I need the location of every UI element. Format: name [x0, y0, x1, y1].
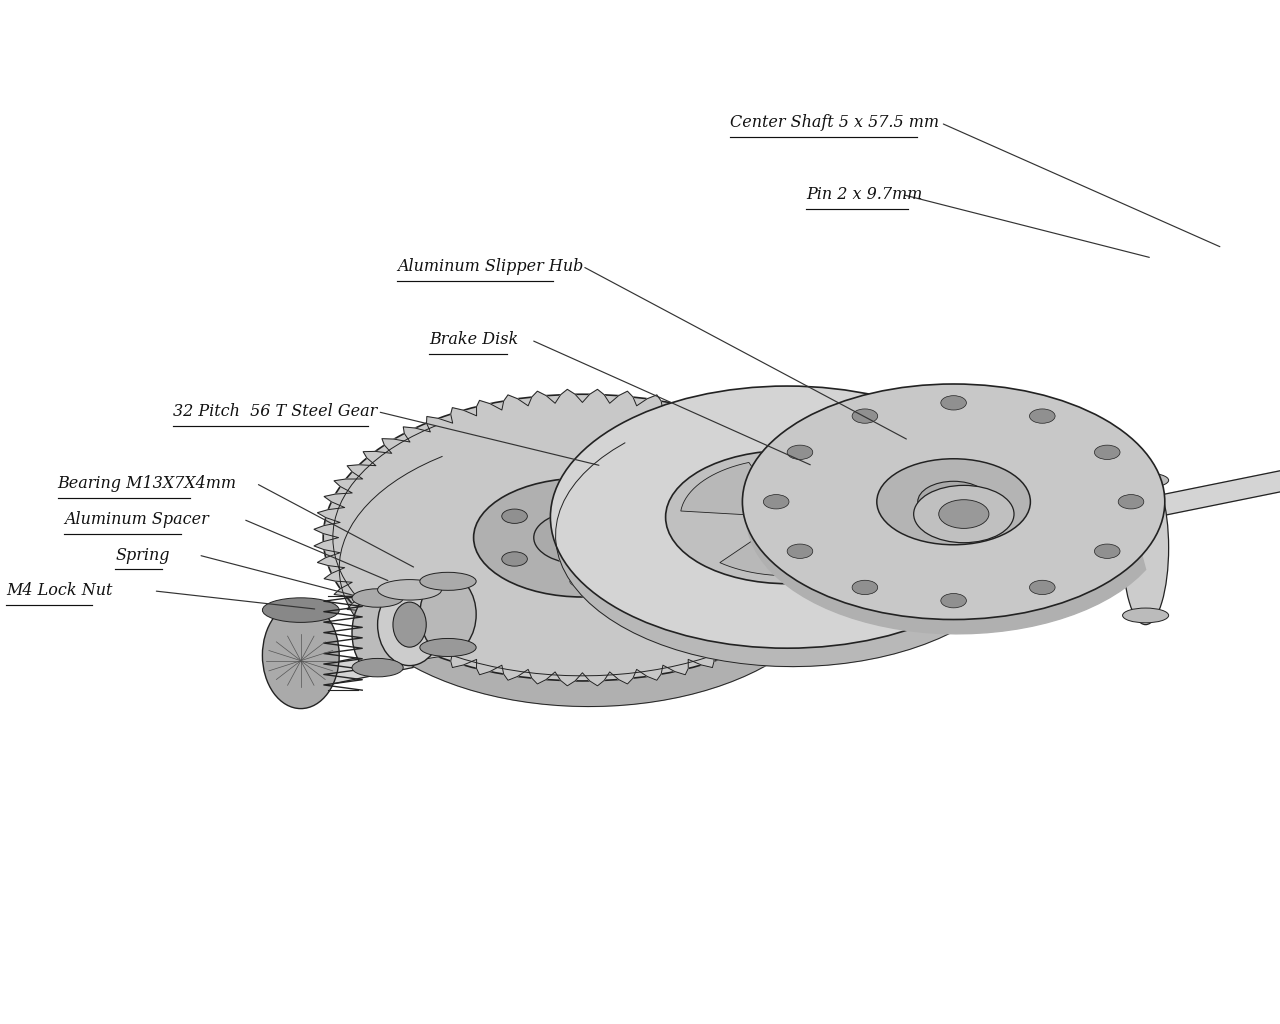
- Ellipse shape: [393, 602, 426, 647]
- Ellipse shape: [474, 478, 691, 597]
- Ellipse shape: [378, 584, 442, 666]
- Ellipse shape: [637, 552, 663, 566]
- Ellipse shape: [502, 509, 527, 523]
- Ellipse shape: [666, 451, 909, 584]
- Ellipse shape: [941, 594, 966, 608]
- Ellipse shape: [852, 581, 878, 595]
- Ellipse shape: [1094, 445, 1120, 460]
- Ellipse shape: [742, 384, 1165, 620]
- Ellipse shape: [550, 386, 1024, 648]
- Ellipse shape: [352, 589, 403, 607]
- Ellipse shape: [1094, 544, 1120, 558]
- Text: Spring: Spring: [115, 547, 170, 563]
- Polygon shape: [719, 536, 831, 575]
- Ellipse shape: [637, 509, 663, 523]
- Ellipse shape: [941, 395, 966, 410]
- Ellipse shape: [420, 575, 476, 653]
- Ellipse shape: [877, 459, 1030, 545]
- Ellipse shape: [420, 572, 476, 590]
- Ellipse shape: [749, 497, 826, 538]
- Ellipse shape: [262, 598, 339, 623]
- Ellipse shape: [938, 500, 989, 528]
- Ellipse shape: [378, 580, 442, 600]
- Text: Bearing M13X7X4mm: Bearing M13X7X4mm: [58, 475, 237, 492]
- Ellipse shape: [1123, 471, 1169, 625]
- Ellipse shape: [292, 660, 297, 701]
- Ellipse shape: [352, 658, 403, 677]
- Polygon shape: [742, 407, 1146, 634]
- Ellipse shape: [918, 481, 989, 522]
- Text: Brake Disk: Brake Disk: [429, 332, 518, 348]
- Ellipse shape: [420, 639, 476, 656]
- Ellipse shape: [262, 602, 339, 709]
- Polygon shape: [681, 463, 772, 515]
- Ellipse shape: [787, 544, 813, 558]
- Text: Aluminum Slipper Hub: Aluminum Slipper Hub: [397, 258, 584, 274]
- Ellipse shape: [1123, 608, 1169, 623]
- Ellipse shape: [1123, 473, 1169, 487]
- Ellipse shape: [1119, 495, 1144, 509]
- Ellipse shape: [323, 394, 842, 681]
- Text: Aluminum Spacer: Aluminum Spacer: [64, 511, 209, 527]
- Polygon shape: [314, 389, 851, 686]
- Ellipse shape: [570, 487, 595, 502]
- Ellipse shape: [352, 592, 403, 674]
- Ellipse shape: [763, 495, 788, 509]
- Polygon shape: [813, 470, 895, 526]
- Ellipse shape: [787, 445, 813, 460]
- Ellipse shape: [1029, 581, 1055, 595]
- Text: Pin 2 x 9.7mm: Pin 2 x 9.7mm: [806, 186, 923, 203]
- Ellipse shape: [502, 552, 527, 566]
- Text: M4 Lock Nut: M4 Lock Nut: [6, 583, 113, 599]
- Polygon shape: [333, 426, 812, 707]
- Text: 32 Pitch  56 T Steel Gear: 32 Pitch 56 T Steel Gear: [173, 403, 378, 420]
- Polygon shape: [550, 424, 1018, 667]
- Ellipse shape: [914, 485, 1014, 543]
- Ellipse shape: [570, 573, 595, 588]
- Ellipse shape: [534, 511, 631, 564]
- Ellipse shape: [852, 409, 878, 423]
- Ellipse shape: [1029, 409, 1055, 423]
- Text: Center Shaft 5 x 57.5 mm: Center Shaft 5 x 57.5 mm: [730, 115, 938, 131]
- Polygon shape: [292, 466, 1280, 691]
